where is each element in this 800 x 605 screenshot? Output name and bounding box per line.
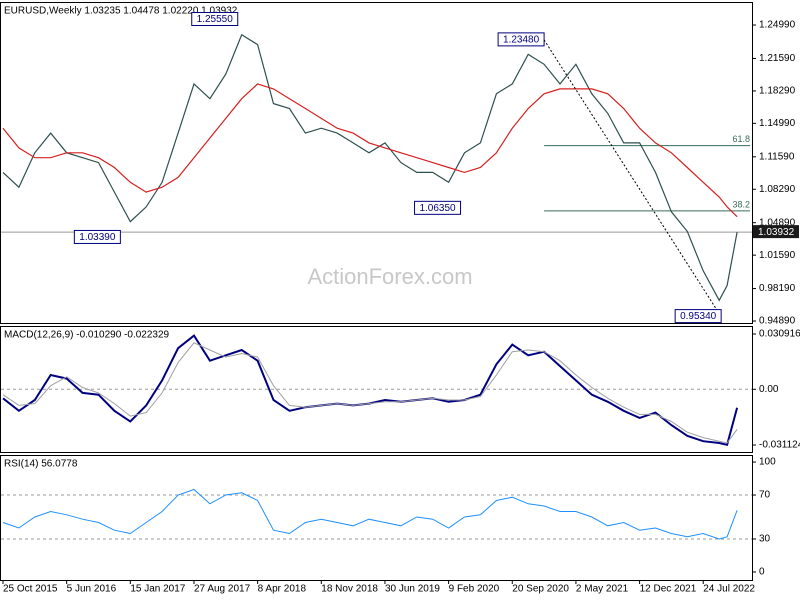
x-tick-label: 12 Dec 2021 — [640, 584, 697, 595]
price-panel — [0, 2, 753, 324]
x-tick-label: 20 Sep 2020 — [512, 584, 569, 595]
x-tick-label: 5 Jun 2016 — [67, 584, 117, 595]
x-tick-label: 24 Jul 2022 — [703, 584, 755, 595]
series-line — [2, 488, 738, 540]
y-tick-label: 1.18290 — [759, 86, 796, 97]
x-tick-label: 8 Apr 2018 — [258, 584, 307, 595]
trend-line — [543, 39, 722, 317]
last-price-box — [753, 225, 799, 239]
x-tick-label: 30 Jun 2019 — [385, 584, 440, 595]
y-tick-label: 1.08290 — [759, 184, 796, 195]
x-tick-label: 2 May 2021 — [576, 584, 629, 595]
x-tick-label: 25 Oct 2015 — [3, 584, 58, 595]
annotation-label: 1.25550 — [197, 14, 234, 25]
series-line — [2, 33, 738, 302]
series-line — [2, 83, 738, 218]
watermark: ActionForex.com — [307, 264, 472, 289]
last-price-label: 1.03932 — [758, 227, 795, 238]
panel-title: MACD(12,26,9) -0.010290 -0.022329 — [4, 330, 170, 341]
x-tick-label: 27 Aug 2017 — [194, 584, 251, 595]
annotation-box — [191, 12, 239, 27]
fib-label: 38.2 — [732, 199, 750, 209]
y-tick-label: 1.11590 — [759, 151, 795, 162]
y-tick-label: 0.94890 — [759, 316, 796, 327]
series-line — [2, 334, 739, 446]
x-tick-label: 9 Feb 2020 — [449, 584, 500, 595]
annotation-label: 1.06350 — [419, 203, 456, 214]
y-tick-label: 30 — [759, 534, 771, 545]
y-tick-label: 0.030916 — [759, 329, 800, 340]
annotation-label: 0.95340 — [680, 311, 717, 322]
annotation-label: 1.23480 — [503, 35, 540, 46]
x-tick-label: 15 Jan 2017 — [130, 584, 185, 595]
y-tick-label: 0.00 — [759, 384, 779, 395]
y-tick-label: 1.14990 — [759, 118, 796, 129]
y-tick-label: -0.031124 — [759, 440, 800, 451]
annotation-label: 1.03390 — [79, 232, 116, 243]
y-tick-label: 0.98190 — [759, 283, 796, 294]
y-tick-label: 1.04890 — [759, 217, 796, 228]
y-tick-label: 1.01590 — [759, 250, 796, 261]
y-tick-label: 70 — [759, 490, 771, 501]
annotation-box — [414, 200, 462, 215]
series-line — [2, 342, 738, 444]
annotation-box — [73, 229, 121, 244]
annotation-box — [497, 32, 545, 47]
y-tick-label: 1.21590 — [759, 53, 796, 64]
y-tick-label: 1.24990 — [759, 20, 796, 31]
y-tick-label: 0 — [759, 567, 765, 578]
panel-title: EURUSD,Weekly 1.03235 1.04478 1.02220 1.… — [4, 6, 238, 17]
x-tick-label: 18 Nov 2018 — [321, 584, 378, 595]
annotation-box — [674, 309, 722, 324]
fib-label: 61.8 — [732, 134, 750, 144]
y-tick-label: 100 — [759, 457, 776, 468]
panel-title: RSI(14) 56.0778 — [4, 459, 78, 470]
rsi-panel — [0, 455, 753, 581]
